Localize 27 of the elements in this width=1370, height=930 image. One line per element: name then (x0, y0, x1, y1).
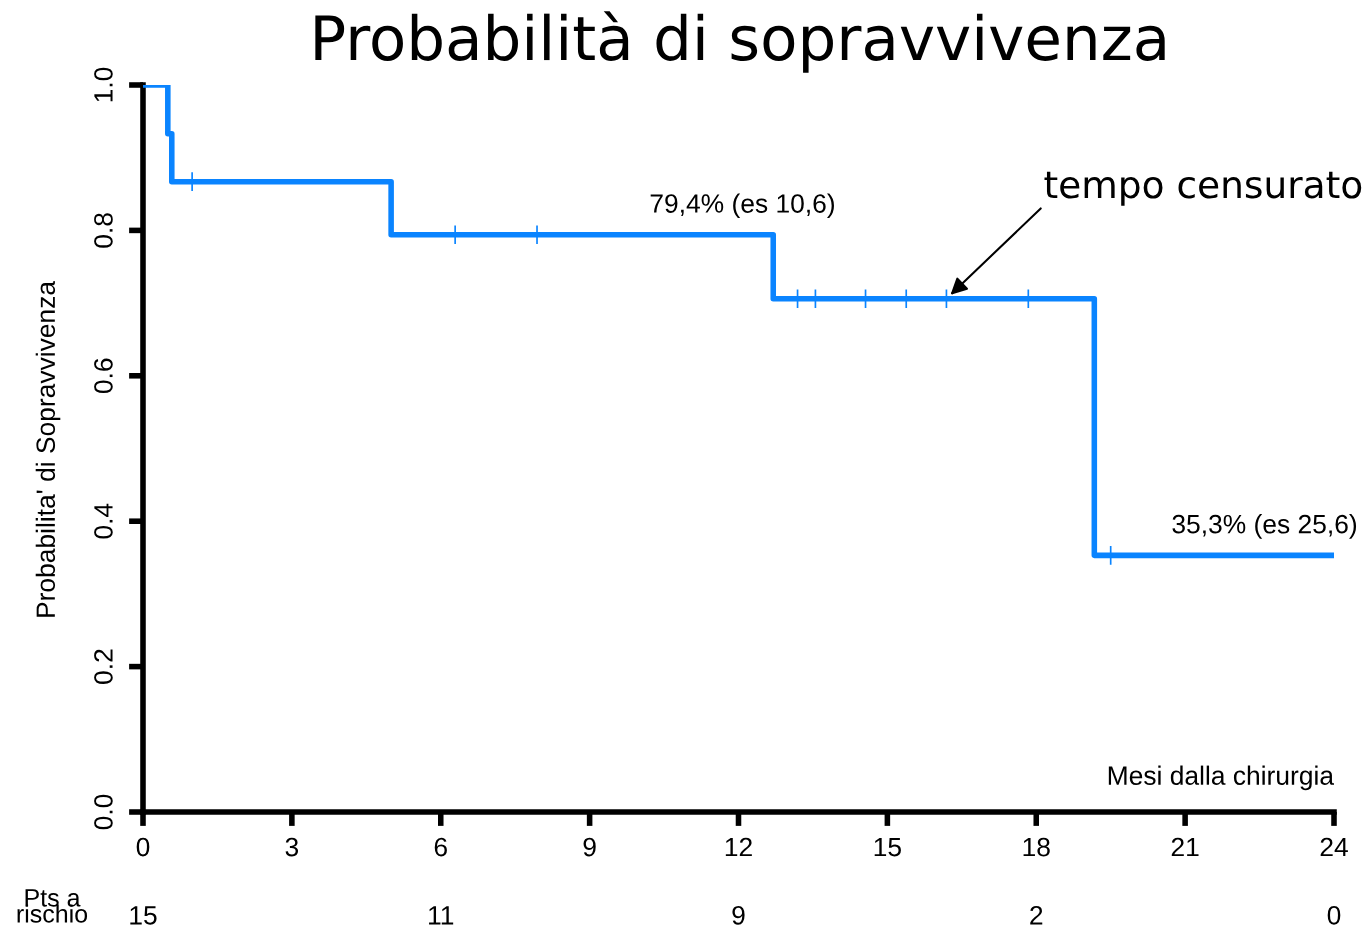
text: Pts a rischio (17, 889, 88, 923)
x-tick-label: 24 (1320, 837, 1348, 857)
y-tick-label: 0.0 (94, 794, 113, 830)
text: 0 (1327, 905, 1341, 925)
x-tick-label: 6 (434, 837, 447, 857)
y-axis-title: Probabilita' di Sopravvivenza (35, 280, 61, 617)
x-tick-label: 0 (136, 837, 150, 857)
chart-title: Probabilità di sopravvivenza (315, 11, 1165, 73)
x-tick-label: 9 (583, 837, 596, 857)
x-axis-title: Mesi dalla chirurgia (1108, 765, 1335, 791)
y-tick-label: 0.4 (94, 503, 113, 539)
annotation: 35,3% (es 25,6) (1172, 514, 1357, 539)
text: 15 (130, 906, 157, 925)
y-tick-label: 0.8 (94, 213, 113, 248)
annotation: 79,4% (es 10,6) (650, 193, 834, 219)
x-tick-label: 12 (725, 837, 752, 857)
text: 9 (732, 905, 745, 925)
text: 2 (1030, 905, 1043, 925)
y-tick-label: 0.2 (94, 649, 113, 684)
x-tick-label: 18 (1023, 837, 1050, 857)
x-tick-label: 15 (874, 837, 901, 857)
x-tick-label: 3 (285, 837, 299, 857)
y-tick-label: 0.6 (94, 358, 113, 394)
y-tick-label: 1.0 (94, 67, 113, 102)
x-tick-label: 21 (1171, 837, 1199, 857)
text: 11 (429, 906, 454, 925)
annotation: tempo censurato (1044, 171, 1362, 206)
